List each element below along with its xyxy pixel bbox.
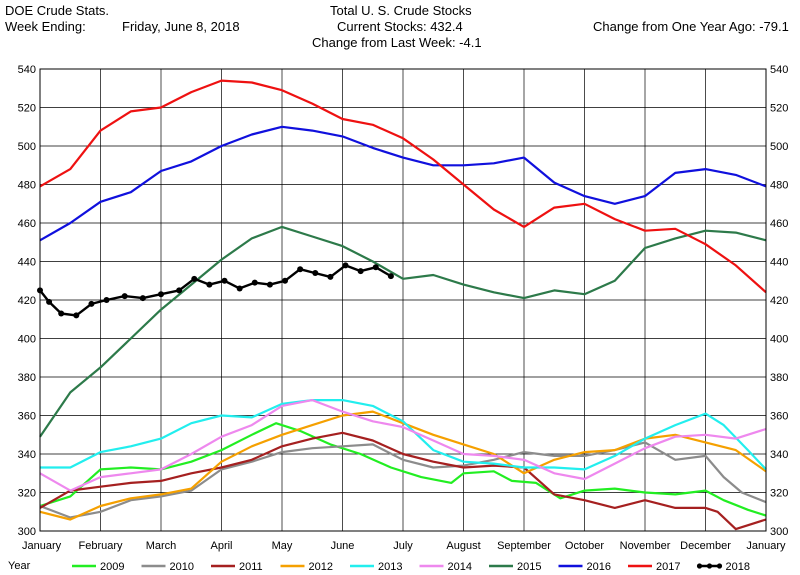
x-tick-label: January: [746, 540, 786, 552]
data-point-2018: [139, 295, 146, 302]
series-line-2013: [40, 399, 767, 471]
y-axis-left: 300 320 340 360 380 400 420 440 460 480 500 520 540: [18, 64, 36, 538]
legend-label-2018: 2018: [726, 561, 750, 573]
y-tick-label-right: 300: [770, 526, 788, 538]
y-tick-label-right: 480: [770, 180, 788, 192]
y-tick-label-left: 440: [18, 257, 36, 269]
data-point-2018: [46, 298, 53, 305]
y-tick-label-left: 520: [18, 103, 36, 115]
y-tick-label-right: 400: [770, 334, 788, 346]
data-point-2018: [158, 291, 164, 298]
series-line-2010: [39, 441, 767, 519]
data-point-2018: [88, 300, 95, 307]
data-point-2018: [73, 312, 80, 319]
legend-marker-2018: [716, 563, 723, 569]
legend-label-2016: 2016: [587, 561, 611, 573]
y-tick-label-right: 520: [770, 103, 788, 115]
x-tick-label: October: [565, 540, 604, 552]
legend-label-2015: 2015: [517, 561, 541, 573]
x-tick-label: June: [331, 540, 355, 552]
series-line-2009: [39, 422, 767, 517]
legend: Year 2009 2010 2011 2012 2013 2014 2015 2016 201…: [8, 560, 750, 573]
header-left-line1: DOE Crude Stats.: [5, 3, 110, 18]
chart-title: Total U. S. Crude Stocks: [330, 3, 472, 18]
y-tick-label-left: 480: [18, 180, 36, 192]
x-tick-label: July: [393, 540, 413, 552]
y-tick-label-right: 540: [770, 64, 788, 76]
y-tick-label-left: 420: [18, 295, 36, 307]
data-point-2018: [121, 293, 128, 300]
series-line-2017: [39, 79, 767, 294]
y-tick-label-left: 340: [18, 449, 36, 461]
y-tick-label-left: 460: [18, 218, 36, 230]
y-tick-label-right: 420: [770, 295, 788, 307]
legend-label-2017: 2017: [656, 561, 680, 573]
series-line-2011: [39, 431, 767, 531]
series-lines: [37, 79, 767, 531]
x-tick-label: May: [272, 540, 293, 552]
y-tick-label-right: 380: [770, 372, 788, 384]
data-point-2018: [236, 285, 243, 292]
y-tick-label-left: 500: [18, 141, 36, 153]
y-tick-label-left: 320: [18, 488, 36, 500]
y-tick-label-left: 540: [18, 64, 36, 76]
y-tick-label-left: 380: [18, 372, 36, 384]
data-point-2018: [312, 270, 319, 277]
legend-label-2009: 2009: [100, 561, 124, 573]
x-tick-label: January: [22, 540, 62, 552]
y-tick-label-right: 440: [770, 257, 788, 269]
legend-marker-2018: [696, 563, 703, 569]
series-line-2016: [39, 125, 767, 242]
y-tick-label-right: 360: [770, 411, 788, 423]
x-tick-label: November: [620, 540, 671, 552]
data-point-2018: [297, 266, 304, 273]
legend-title: Year: [8, 560, 31, 572]
data-point-2018: [251, 279, 258, 286]
change-one-year-ago: Change from One Year Ago: -79.1: [593, 19, 789, 34]
data-point-2018: [221, 277, 228, 284]
header-week-ending-label: Week Ending:: [5, 19, 86, 34]
x-tick-label: February: [78, 540, 123, 552]
change-last-week: Change from Last Week: -4.1: [312, 35, 482, 50]
legend-marker-2018: [706, 563, 713, 569]
legend-label-2010: 2010: [170, 561, 194, 573]
x-tick-label: March: [146, 540, 177, 552]
y-axis-right: 300 320 340 360 380 400 420 440 460 480 500 520 540: [770, 64, 788, 538]
data-point-2018: [282, 277, 289, 284]
series-line-2015: [39, 225, 767, 438]
plot-border: [39, 68, 767, 532]
y-tick-label-right: 500: [770, 141, 788, 153]
x-tick-label: April: [210, 540, 232, 552]
legend-label-2014: 2014: [448, 561, 472, 573]
data-point-2018: [206, 281, 213, 288]
series-line-2018: [39, 264, 392, 317]
data-point-2018: [357, 268, 364, 275]
data-point-2018: [372, 264, 379, 271]
y-tick-label-right: 460: [770, 218, 788, 230]
data-point-2018: [103, 297, 110, 303]
data-point-2018: [58, 310, 65, 317]
data-point-2018: [327, 273, 334, 280]
header-week-ending-value: Friday, June 8, 2018: [122, 19, 240, 34]
legend-label-2012: 2012: [309, 561, 333, 573]
data-point-2018: [342, 262, 349, 269]
x-tick-label: December: [680, 540, 731, 552]
y-tick-label-left: 400: [18, 334, 36, 346]
x-tick-label: September: [497, 540, 551, 552]
y-tick-label-left: 360: [18, 411, 36, 423]
legend-label-2013: 2013: [378, 561, 402, 573]
data-point-2018: [176, 287, 183, 294]
y-tick-label-left: 300: [18, 526, 36, 538]
series-line-2014: [39, 399, 767, 492]
current-stocks: Current Stocks: 432.4: [337, 19, 463, 34]
y-tick-label-right: 320: [770, 488, 788, 500]
y-tick-label-right: 340: [770, 449, 788, 461]
x-tick-label: August: [446, 540, 480, 552]
data-point-2018: [387, 273, 394, 280]
legend-label-2011: 2011: [239, 561, 263, 573]
data-point-2018: [266, 281, 273, 288]
x-axis: January February March April May June July Augu…: [22, 540, 786, 552]
data-point-2018: [191, 275, 198, 282]
